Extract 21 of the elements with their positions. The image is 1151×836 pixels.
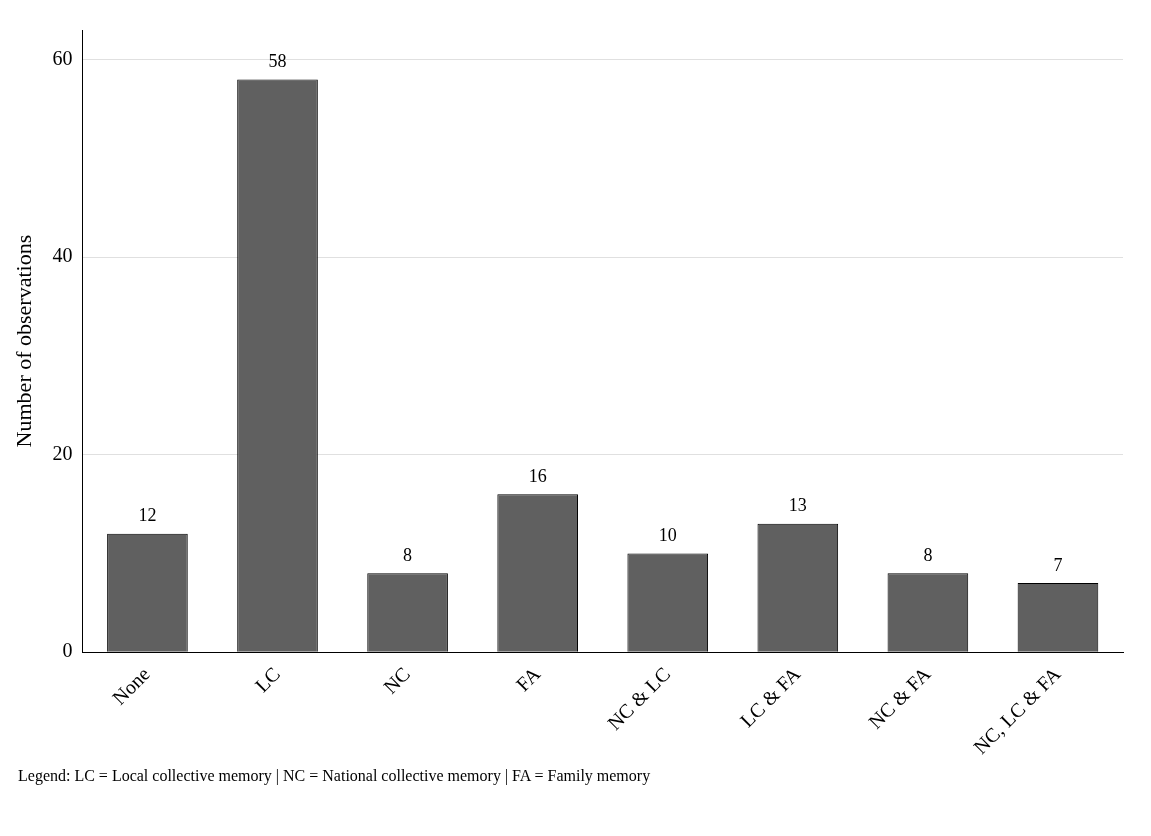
data-label: 13 — [788, 495, 807, 516]
data-label: 7 — [1053, 554, 1063, 575]
x-tick-label: NC & LC — [602, 662, 675, 734]
x-tick-label: LC & FA — [735, 662, 805, 732]
data-label: 8 — [923, 544, 933, 565]
y-axis-title: Number of observations — [10, 234, 36, 448]
x-tick-label: FA — [511, 662, 545, 696]
x-tick-label: NC & FA — [864, 662, 935, 733]
data-label: 10 — [658, 525, 677, 546]
data-label: 8 — [403, 544, 413, 565]
y-tick-label: 60 — [52, 46, 73, 69]
data-label: 16 — [528, 465, 547, 486]
x-tick-label: NC, LC & FA — [969, 662, 1065, 759]
x-tick-label: NC — [378, 662, 415, 698]
y-tick-label: 0 — [62, 639, 73, 662]
data-label: 12 — [138, 505, 157, 526]
text: Legend: LC = Local collective memory | NC = National collective memory | FA = Family memory — [18, 767, 652, 785]
x-tick-label: LC — [250, 662, 285, 697]
y-tick-label: 40 — [52, 244, 73, 267]
data-label: 58 — [268, 51, 287, 72]
y-tick-label: 20 — [52, 441, 73, 464]
